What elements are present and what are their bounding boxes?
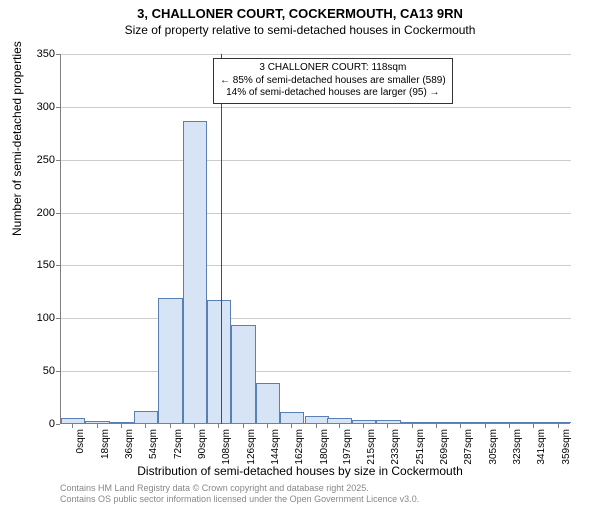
bar	[474, 422, 498, 423]
xtick-mark	[316, 424, 317, 428]
ytick-mark	[56, 265, 60, 266]
footer-line2: Contains OS public sector information li…	[60, 494, 419, 504]
xtick-mark	[97, 424, 98, 428]
ytick-mark	[56, 424, 60, 425]
xtick-mark	[533, 424, 534, 428]
bar	[327, 418, 351, 423]
bar	[498, 422, 522, 423]
xtick-mark	[339, 424, 340, 428]
xtick-mark	[558, 424, 559, 428]
bar	[425, 422, 449, 423]
xtick-label: 162sqm	[294, 429, 305, 465]
bar	[256, 383, 280, 423]
xtick-mark	[267, 424, 268, 428]
xtick-label: 180sqm	[319, 429, 330, 465]
ytick-label: 0	[15, 418, 55, 430]
bar	[280, 412, 304, 423]
xtick-label: 287sqm	[463, 429, 474, 465]
bar	[547, 422, 571, 423]
xtick-mark	[243, 424, 244, 428]
annotation-line1: 3 CHALLONER COURT: 118sqm	[220, 62, 446, 75]
bar	[158, 298, 182, 423]
x-axis-label: Distribution of semi-detached houses by …	[0, 464, 600, 478]
xtick-label: 251sqm	[415, 429, 426, 465]
bar	[183, 121, 207, 423]
ytick-label: 350	[15, 48, 55, 60]
xtick-label: 323sqm	[512, 429, 523, 465]
bar	[522, 422, 546, 423]
xtick-mark	[218, 424, 219, 428]
bar	[352, 420, 376, 423]
xtick-mark	[436, 424, 437, 428]
chart-container: 3, CHALLONER COURT, COCKERMOUTH, CA13 9R…	[0, 6, 600, 506]
xtick-mark	[485, 424, 486, 428]
xtick-label: 90sqm	[197, 429, 208, 459]
ytick-mark	[56, 54, 60, 55]
xtick-label: 197sqm	[342, 429, 353, 465]
xtick-label: 215sqm	[366, 429, 377, 465]
ytick-mark	[56, 213, 60, 214]
ytick-mark	[56, 160, 60, 161]
xtick-mark	[291, 424, 292, 428]
xtick-mark	[194, 424, 195, 428]
xtick-mark	[363, 424, 364, 428]
xtick-label: 72sqm	[173, 429, 184, 459]
ytick-mark	[56, 318, 60, 319]
xtick-mark	[170, 424, 171, 428]
xtick-label: 359sqm	[561, 429, 572, 465]
xtick-label: 341sqm	[536, 429, 547, 465]
bar	[85, 421, 109, 423]
bar	[231, 325, 255, 423]
xtick-mark	[412, 424, 413, 428]
annotation-box: 3 CHALLONER COURT: 118sqm ← 85% of semi-…	[213, 58, 453, 104]
reference-line	[221, 54, 222, 424]
footer-line1: Contains HM Land Registry data © Crown c…	[60, 483, 419, 493]
xtick-label: 144sqm	[270, 429, 281, 465]
bars	[61, 53, 571, 423]
bar	[207, 300, 231, 423]
xtick-mark	[72, 424, 73, 428]
xtick-label: 126sqm	[246, 429, 257, 465]
xtick-label: 54sqm	[148, 429, 159, 459]
ytick-label: 300	[15, 101, 55, 113]
ytick-mark	[56, 107, 60, 108]
xtick-label: 36sqm	[124, 429, 135, 459]
xtick-mark	[387, 424, 388, 428]
xtick-label: 18sqm	[100, 429, 111, 459]
plot-area: 3 CHALLONER COURT: 118sqm ← 85% of semi-…	[60, 54, 570, 424]
xtick-label: 269sqm	[439, 429, 450, 465]
xtick-label: 108sqm	[221, 429, 232, 465]
plot-frame: 3 CHALLONER COURT: 118sqm ← 85% of semi-…	[60, 54, 570, 424]
xtick-mark	[121, 424, 122, 428]
xtick-mark	[460, 424, 461, 428]
ytick-label: 150	[15, 259, 55, 271]
bar	[305, 416, 329, 423]
footer-attribution: Contains HM Land Registry data © Crown c…	[60, 483, 419, 504]
chart-title-line2: Size of property relative to semi-detach…	[0, 23, 600, 37]
annotation-line3: 14% of semi-detached houses are larger (…	[220, 87, 446, 100]
xtick-label: 0sqm	[75, 429, 86, 453]
xtick-mark	[145, 424, 146, 428]
bar	[110, 422, 134, 423]
ytick-label: 50	[15, 365, 55, 377]
annotation-line2: ← 85% of semi-detached houses are smalle…	[220, 75, 446, 88]
xtick-label: 305sqm	[488, 429, 499, 465]
ytick-label: 250	[15, 154, 55, 166]
bar	[401, 422, 425, 423]
ytick-label: 200	[15, 207, 55, 219]
bar	[134, 411, 158, 423]
ytick-label: 100	[15, 312, 55, 324]
chart-title-line1: 3, CHALLONER COURT, COCKERMOUTH, CA13 9R…	[0, 6, 600, 21]
xtick-label: 233sqm	[390, 429, 401, 465]
bar	[449, 422, 473, 423]
xtick-mark	[509, 424, 510, 428]
bar	[376, 420, 400, 423]
ytick-mark	[56, 371, 60, 372]
bar	[61, 418, 85, 423]
